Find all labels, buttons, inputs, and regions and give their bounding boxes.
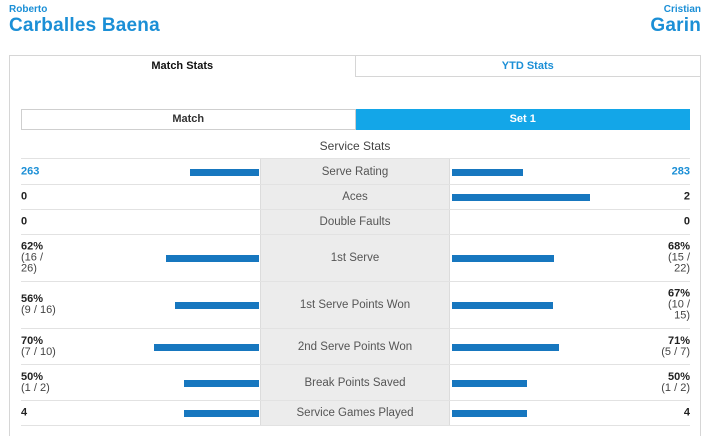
stat-value-right: 2 bbox=[683, 190, 690, 203]
stat-label: Aces bbox=[260, 185, 450, 209]
stat-value-breakdown: (10 / bbox=[667, 298, 690, 311]
stats-tabs: Match Stats YTD Stats bbox=[10, 56, 700, 77]
player-right: Cristian Garin bbox=[650, 4, 701, 36]
stat-value-main: 0 bbox=[21, 215, 28, 228]
stat-value-left: 50% (1 / 2) bbox=[21, 370, 50, 394]
service-stats-table: 263 283 Serve Rating 0 2 Aces 0 0 Double Faults 6… bbox=[21, 158, 690, 426]
stat-row: 4 4 Service Games Played bbox=[21, 400, 690, 426]
stat-row: 70% (7 / 10) 71% (5 / 7) 2nd Serve Points Wo… bbox=[21, 328, 690, 364]
stat-value-main: 263 bbox=[21, 165, 40, 177]
stat-bar-right bbox=[452, 343, 559, 351]
stat-bar-right bbox=[452, 168, 523, 176]
stat-value-breakdown: 15) bbox=[674, 309, 690, 322]
player-right-first-name: Cristian bbox=[663, 4, 701, 15]
stat-value-breakdown: (9 / 16) bbox=[21, 304, 56, 316]
stat-value-right: 283 bbox=[672, 166, 690, 177]
stat-label: 2nd Serve Points Won bbox=[260, 329, 450, 364]
stat-value-left: 70% (7 / 10) bbox=[21, 334, 56, 358]
stat-label: Double Faults bbox=[260, 210, 450, 234]
stat-bar-right bbox=[452, 379, 527, 387]
stat-bar-left bbox=[190, 168, 259, 176]
player-left-last-name: Carballes Baena bbox=[9, 15, 160, 36]
stat-value-breakdown: (16 / bbox=[21, 251, 44, 264]
stat-value-main: 71% bbox=[667, 334, 690, 347]
stat-row: 56% (9 / 16) 67% (10 /15) 1st Serve Points W… bbox=[21, 281, 690, 328]
stat-bar-left bbox=[166, 255, 259, 262]
subtab-match[interactable]: Match bbox=[21, 109, 356, 130]
stat-value-left: 0 bbox=[21, 215, 28, 228]
stat-value-main: 50% bbox=[21, 370, 44, 383]
stat-row: 0 0 Double Faults bbox=[21, 209, 690, 234]
stat-value-main: 0 bbox=[683, 215, 690, 228]
stat-value-right: 71% (5 / 7) bbox=[661, 334, 690, 358]
stat-row: 62% (16 /26) 68% (15 /22) 1st Serve bbox=[21, 234, 690, 281]
stat-bar-left bbox=[184, 379, 259, 387]
stat-value-breakdown: (15 / bbox=[667, 251, 690, 264]
stat-label: 1st Serve Points Won bbox=[260, 282, 450, 328]
stat-bar-left bbox=[175, 302, 259, 309]
stat-value-left: 62% (16 /26) bbox=[21, 240, 44, 275]
stat-value-main: 0 bbox=[21, 190, 28, 203]
stat-value-main: 68% bbox=[667, 240, 690, 253]
stat-row: 263 283 Serve Rating bbox=[21, 158, 690, 184]
stat-value-left: 0 bbox=[21, 190, 28, 203]
stat-label: 1st Serve bbox=[260, 235, 450, 281]
stat-bar-right bbox=[452, 302, 553, 309]
player-right-last-name: Garin bbox=[650, 15, 701, 36]
stats-panel: Match Stats YTD Stats bbox=[9, 55, 701, 436]
stat-value-main: 62% bbox=[21, 240, 44, 253]
stat-bar-right bbox=[452, 410, 527, 417]
stat-value-breakdown: (5 / 7) bbox=[661, 345, 690, 358]
stat-value-breakdown: (1 / 2) bbox=[21, 381, 50, 394]
stat-bar-right bbox=[452, 194, 590, 201]
stat-value-right: 68% (15 /22) bbox=[667, 240, 690, 275]
stat-label: Service Games Played bbox=[260, 401, 450, 425]
stat-value-right: 50% (1 / 2) bbox=[661, 370, 690, 394]
stat-value-main: 4 bbox=[21, 406, 28, 419]
stat-value-breakdown: 22) bbox=[674, 262, 690, 275]
stat-row: 50% (1 / 2) 50% (1 / 2) Break Points Saved bbox=[21, 364, 690, 400]
stat-value-breakdown: 26) bbox=[21, 262, 37, 275]
stat-bar-right bbox=[452, 255, 554, 262]
stat-value-right: 67% (10 /15) bbox=[667, 287, 690, 322]
stat-value-main: 56% bbox=[21, 293, 44, 305]
subtab-set-1[interactable]: Set 1 bbox=[355, 109, 690, 130]
stat-label: Serve Rating bbox=[260, 159, 450, 184]
stat-value-main: 50% bbox=[667, 370, 690, 383]
stat-value-main: 4 bbox=[683, 406, 690, 419]
stat-value-main: 70% bbox=[21, 334, 44, 347]
stat-value-breakdown: (7 / 10) bbox=[21, 345, 56, 358]
stat-bar-left bbox=[154, 343, 259, 351]
player-left-first-name: Roberto bbox=[9, 4, 48, 15]
stat-row: 0 2 Aces bbox=[21, 184, 690, 209]
stat-value-main: 283 bbox=[671, 165, 690, 177]
stat-value-main: 67% bbox=[667, 287, 690, 300]
tab-ytd-stats[interactable]: YTD Stats bbox=[355, 56, 700, 77]
stat-value-breakdown: (1 / 2) bbox=[661, 381, 690, 394]
player-left: Roberto Carballes Baena bbox=[9, 4, 160, 36]
stat-value-left: 4 bbox=[21, 406, 28, 419]
stat-value-left: 263 bbox=[21, 166, 39, 177]
stat-value-right: 0 bbox=[683, 215, 690, 228]
stat-value-main: 2 bbox=[683, 190, 690, 203]
section-title: Service Stats bbox=[319, 139, 391, 153]
stat-label: Break Points Saved bbox=[260, 365, 450, 400]
tab-match-stats[interactable]: Match Stats bbox=[10, 56, 356, 77]
stat-bar-left bbox=[184, 410, 259, 417]
set-tabs: Match Set 1 bbox=[21, 109, 690, 130]
stat-value-right: 4 bbox=[683, 406, 690, 419]
stat-value-left: 56% (9 / 16) bbox=[21, 294, 56, 316]
